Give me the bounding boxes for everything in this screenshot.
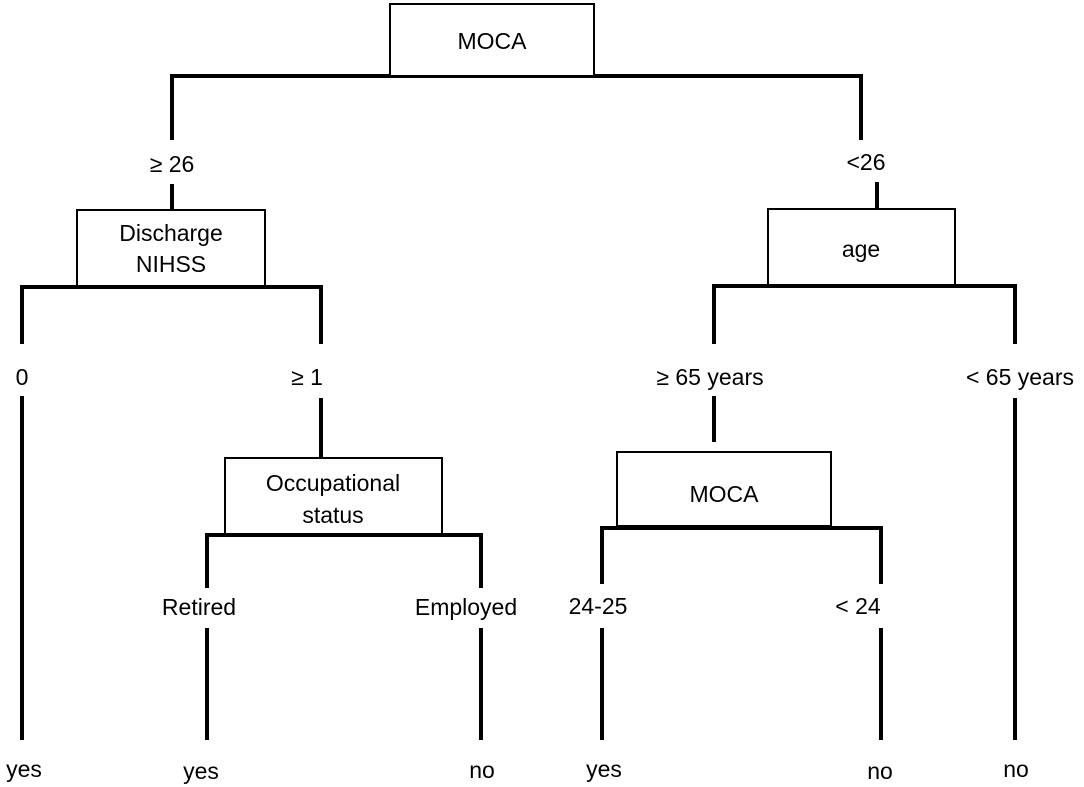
branch-label-occupation-left: Retired <box>162 594 236 620</box>
node-root-moca: MOCA <box>389 3 595 77</box>
node-label: age <box>842 236 880 262</box>
branch-labels: ≥ 26 <26 0 ≥ 1 ≥ 65 years < 65 years Ret… <box>16 149 1074 620</box>
node-occupational-status: Occupational status <box>224 457 443 535</box>
node-label-line-2: status <box>302 502 363 528</box>
branch-label-nihss-left: 0 <box>16 364 29 390</box>
branch-label-occupation-right: Employed <box>415 594 517 620</box>
leaf-outcomes: yes yes no yes no no <box>6 756 1029 784</box>
node-label: MOCA <box>458 28 528 54</box>
node-label-line-1: Occupational <box>266 470 400 496</box>
leaf-retired: yes <box>183 758 219 784</box>
branch-label-moca-sub-left: 24-25 <box>569 593 628 619</box>
node-box <box>224 457 443 535</box>
node-box <box>767 208 956 286</box>
node-age: age <box>767 208 956 286</box>
branch-label-age-right: < 65 years <box>966 364 1074 390</box>
node-box <box>616 451 832 527</box>
leaf-moca-lt-24: no <box>867 758 893 784</box>
branch-label-nihss-right: ≥ 1 <box>291 364 323 390</box>
node-label-line-1: Discharge <box>119 220 223 246</box>
branch-label-root-left: ≥ 26 <box>150 151 195 177</box>
leaf-age-lt-65: no <box>1003 756 1029 782</box>
branch-label-root-right: <26 <box>846 149 885 175</box>
node-label: MOCA <box>690 481 760 507</box>
node-box <box>76 209 266 287</box>
branch-label-moca-sub-right: < 24 <box>835 593 881 619</box>
node-discharge-nihss: Discharge NIHSS <box>76 209 266 287</box>
node-box <box>389 3 595 77</box>
node-moca-sub: MOCA <box>616 451 832 527</box>
node-label-line-2: NIHSS <box>136 251 206 277</box>
leaf-moca-24-25: yes <box>586 756 622 782</box>
branch-label-age-left: ≥ 65 years <box>656 364 763 390</box>
leaf-employed: no <box>469 757 495 783</box>
leaf-nihss-zero: yes <box>6 756 42 782</box>
